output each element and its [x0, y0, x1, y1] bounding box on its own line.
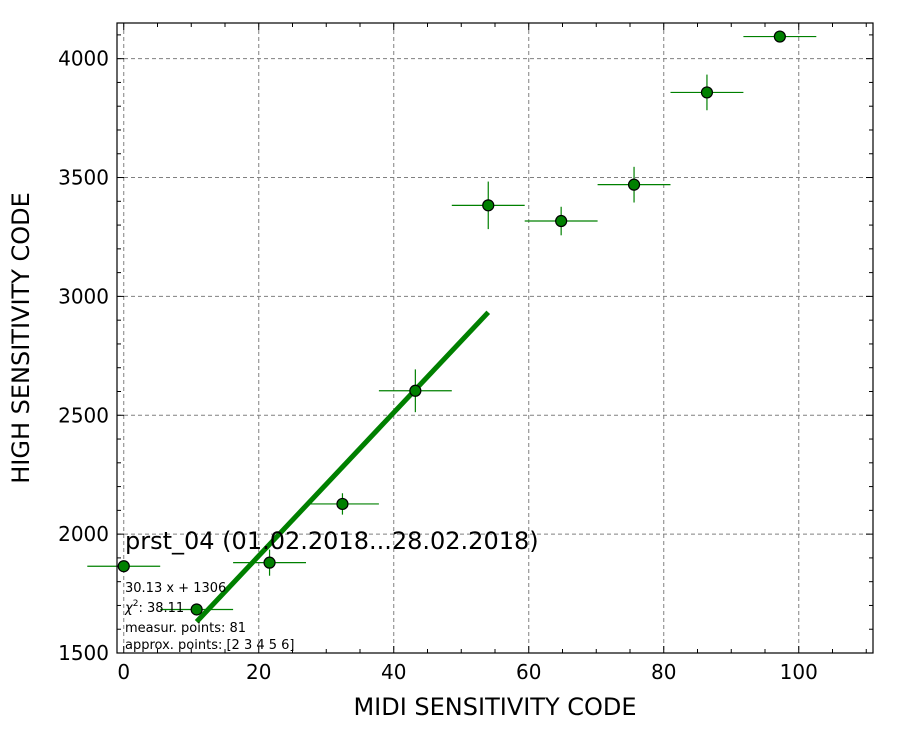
fit-line-group	[194, 310, 491, 624]
x-tick-label: 60	[516, 660, 541, 684]
x-tick-label: 20	[246, 660, 271, 684]
measur-points-label: measur. points: 81	[125, 621, 246, 636]
data-points	[87, 30, 817, 616]
chi2-symbol: χ	[124, 601, 134, 616]
x-tick-label: 0	[117, 660, 130, 684]
fit-equation: 30.13 x + 1306	[125, 581, 226, 596]
data-point	[117, 560, 130, 573]
y-tick-label: 2000	[58, 522, 109, 546]
data-point	[263, 556, 276, 569]
approx-points-label: approx. points: [2 3 4 5 6]	[125, 638, 295, 653]
data-point	[482, 199, 495, 212]
x-tick-label: 40	[381, 660, 406, 684]
y-tick-label: 3500	[58, 166, 109, 190]
chart-title: prst_04 (01.02.2018...28.02.2018)	[125, 527, 539, 555]
x-axis-label: MIDI SENSITIVITY CODE	[353, 693, 636, 721]
x-tick-label: 80	[651, 660, 676, 684]
data-point	[627, 178, 641, 191]
data-point	[336, 497, 349, 511]
data-point	[409, 384, 422, 397]
y-tick-label: 3000	[58, 284, 109, 308]
y-tick-label: 1500	[58, 641, 109, 665]
data-point	[190, 603, 203, 616]
data-point	[555, 214, 568, 228]
axis-ticks: 0 20 40 60 80 100 1500 2000 2500 3000 3500 4000	[58, 23, 873, 684]
y-tick-label: 2500	[58, 403, 109, 427]
chi2-power: 2	[133, 599, 139, 609]
data-point	[773, 30, 786, 43]
x-tick-label: 100	[780, 660, 818, 684]
y-axis-label: HIGH SENSITIVITY CODE	[7, 192, 35, 484]
chi2-label: χ2: 38.11	[124, 599, 184, 616]
plot-frame	[116, 22, 874, 654]
chi2-value: : 38.11	[138, 601, 184, 616]
y-tick-label: 4000	[58, 47, 109, 71]
grid	[117, 23, 873, 653]
fit-line	[194, 310, 491, 624]
data-point	[700, 86, 714, 99]
